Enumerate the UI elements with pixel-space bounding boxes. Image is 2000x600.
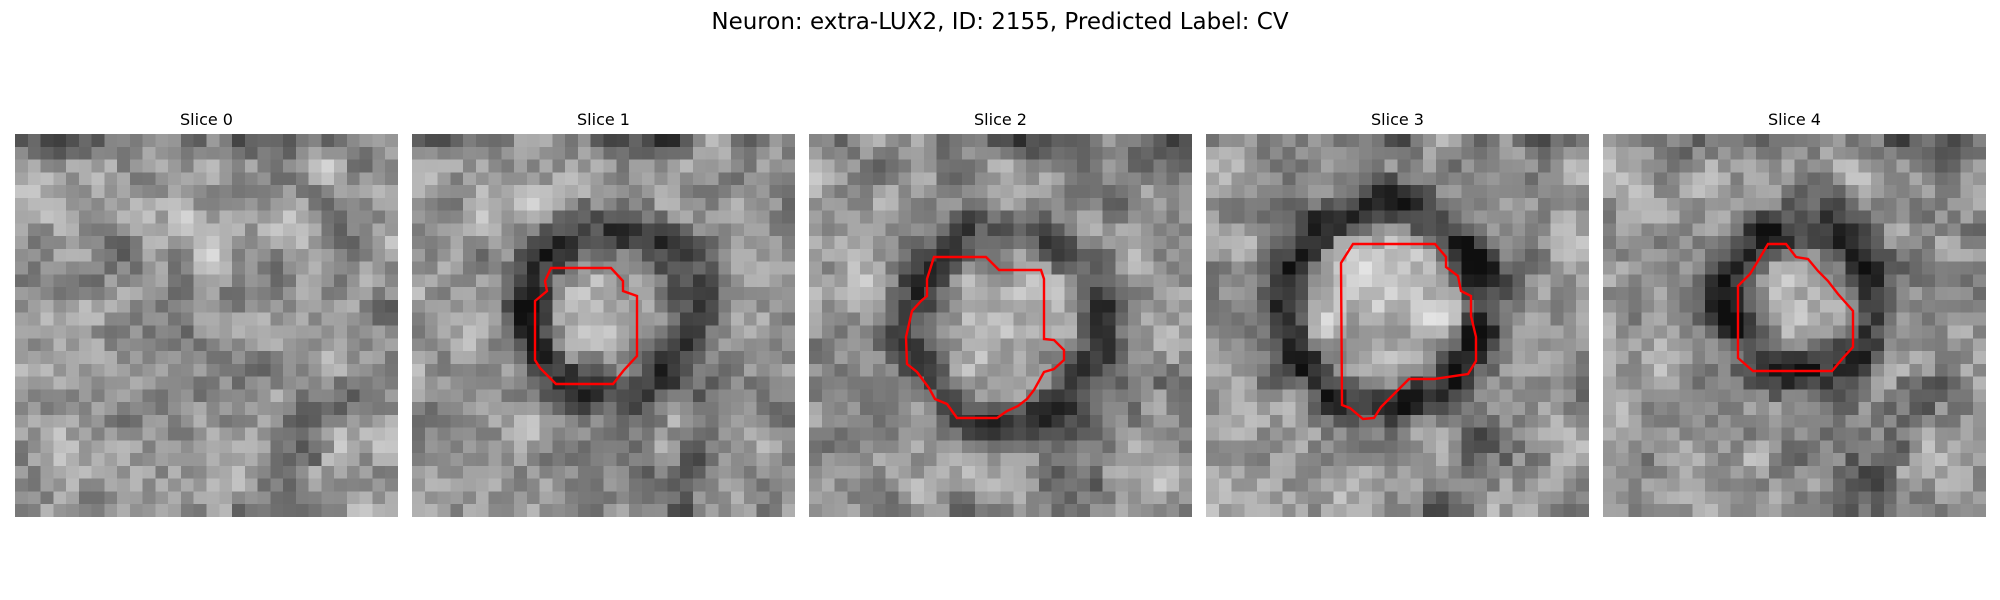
slice-panel-1: Slice 1 <box>412 110 795 517</box>
slice-image <box>1206 134 1589 517</box>
slice-title: Slice 0 <box>180 110 233 129</box>
slice-panel-3: Slice 3 <box>1206 110 1589 517</box>
slice-panel-2: Slice 2 <box>809 110 1192 517</box>
slice-title: Slice 1 <box>577 110 630 129</box>
figure-title: Neuron: extra-LUX2, ID: 2155, Predicted … <box>711 9 1289 35</box>
slice-panel-0: Slice 0 <box>15 110 398 517</box>
slice-title: Slice 3 <box>1371 110 1424 129</box>
slice-image <box>412 134 795 517</box>
slice-title: Slice 4 <box>1768 110 1821 129</box>
slice-panel-4: Slice 4 <box>1603 110 1986 517</box>
slice-image <box>1603 134 1986 517</box>
slice-title: Slice 2 <box>974 110 1027 129</box>
slice-image <box>15 134 398 517</box>
slice-image <box>809 134 1192 517</box>
